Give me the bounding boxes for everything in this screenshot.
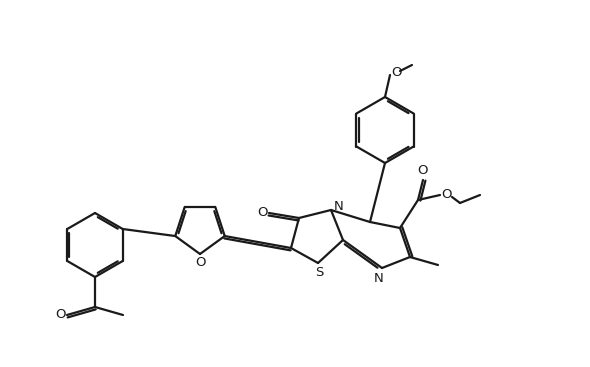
Text: O: O	[195, 255, 205, 269]
Text: O: O	[257, 207, 267, 219]
Text: O: O	[418, 164, 428, 177]
Text: O: O	[392, 65, 402, 79]
Text: O: O	[55, 309, 65, 321]
Text: N: N	[334, 200, 344, 212]
Text: S: S	[315, 266, 323, 280]
Text: N: N	[374, 272, 384, 284]
Text: O: O	[442, 189, 453, 201]
